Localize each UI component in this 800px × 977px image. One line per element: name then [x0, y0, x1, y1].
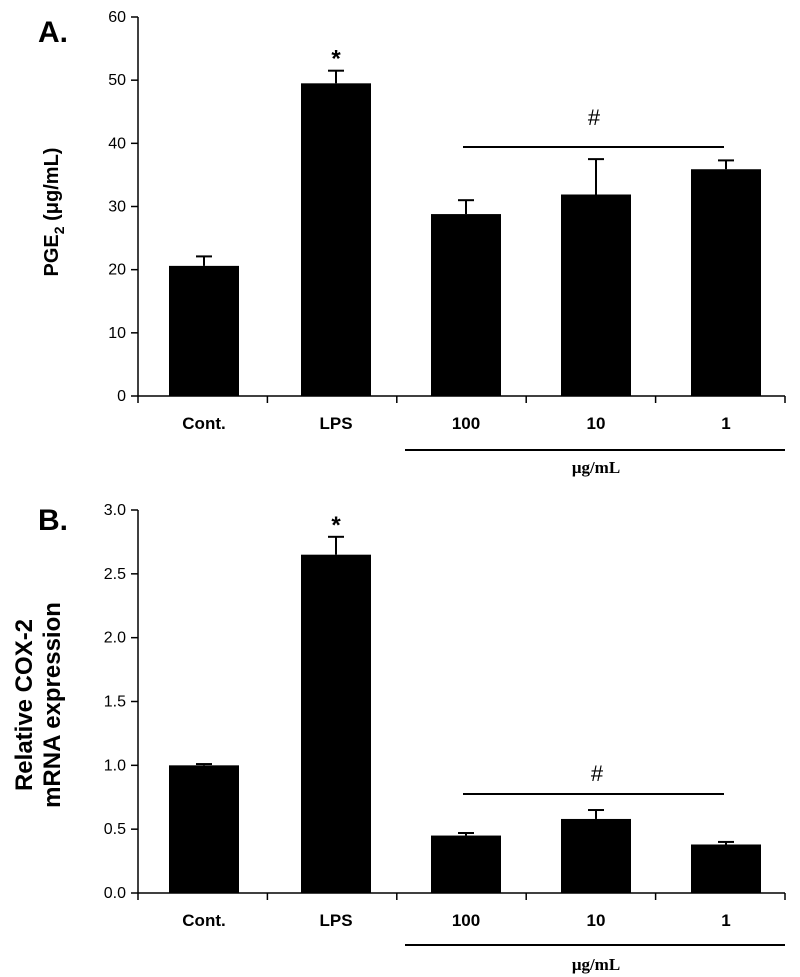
panel-a-significance-star: *	[331, 46, 341, 73]
panel-a-bar	[691, 169, 761, 396]
panel-b-category-label: 1	[721, 911, 730, 930]
panel-b-bar	[169, 765, 239, 893]
panel-b-y-tick-label: 2.0	[104, 630, 126, 647]
panel-a-group-label: μg/mL	[572, 458, 620, 477]
panel-a-category-label: 100	[452, 414, 480, 433]
panel-a-y-tick-label: 30	[108, 199, 126, 216]
panel-b-y-tick-label: 0.0	[104, 885, 126, 902]
panel-b-group-label: μg/mL	[572, 955, 620, 974]
panel-b-y-tick-label: 1.0	[104, 757, 126, 774]
panel-b-bar	[561, 818, 631, 893]
panel-a-category-label: 10	[587, 414, 606, 433]
panel-b-hash-label: #	[591, 761, 604, 786]
panel-a-y-tick-label: 20	[108, 262, 126, 279]
panel-b-y-axis-label-line1: Relative COX-2	[11, 619, 38, 791]
panel-b-label: B.	[38, 504, 68, 537]
panel-a-category-label: 1	[721, 414, 730, 433]
panel-b-category-label: LPS	[319, 911, 352, 930]
panel-a-y-tick-label: 0	[117, 388, 126, 405]
panel-b-bar	[301, 554, 371, 893]
panel-a-category-label: LPS	[319, 414, 352, 433]
panel-a-label: A.	[38, 16, 68, 49]
panel-b-category-label: Cont.	[182, 911, 225, 930]
panel-a-bar	[561, 194, 631, 396]
panel-a-bar	[169, 265, 239, 396]
panel-a-y-tick-label: 40	[108, 135, 126, 152]
panel-a-y-axis-label-unit: (μg/mL)	[41, 148, 63, 227]
panel-a-y-tick-label: 10	[108, 325, 126, 342]
panel-b-y-tick-label: 0.5	[104, 821, 126, 838]
panel-b-significance-star: *	[331, 512, 341, 539]
panel-b-y-tick-label: 3.0	[104, 502, 126, 519]
panel-b-y-tick-label: 1.5	[104, 694, 126, 711]
panel-a-bar	[431, 214, 501, 396]
panel-b-y-axis-label-line2: mRNA expression	[39, 602, 66, 808]
panel-a-hash-label: #	[588, 105, 601, 130]
panel-a-y-axis-label-main: PGE	[41, 234, 63, 276]
panel-a-y-tick-label: 50	[108, 72, 126, 89]
panel-b-category-label: 100	[452, 911, 480, 930]
panel-a-y-axis-label: PGE2 (μg/mL)	[41, 148, 67, 277]
panel-b-category-label: 10	[587, 911, 606, 930]
panel-a-y-axis-label-sub: 2	[51, 226, 67, 234]
panel-a-y-tick-label: 60	[108, 9, 126, 26]
panel-a-bar	[301, 83, 371, 396]
panel-b-bar	[691, 844, 761, 893]
panel-b-bar	[431, 835, 501, 893]
panel-b-y-tick-label: 2.5	[104, 566, 126, 583]
panel-a-category-label: Cont.	[182, 414, 225, 433]
